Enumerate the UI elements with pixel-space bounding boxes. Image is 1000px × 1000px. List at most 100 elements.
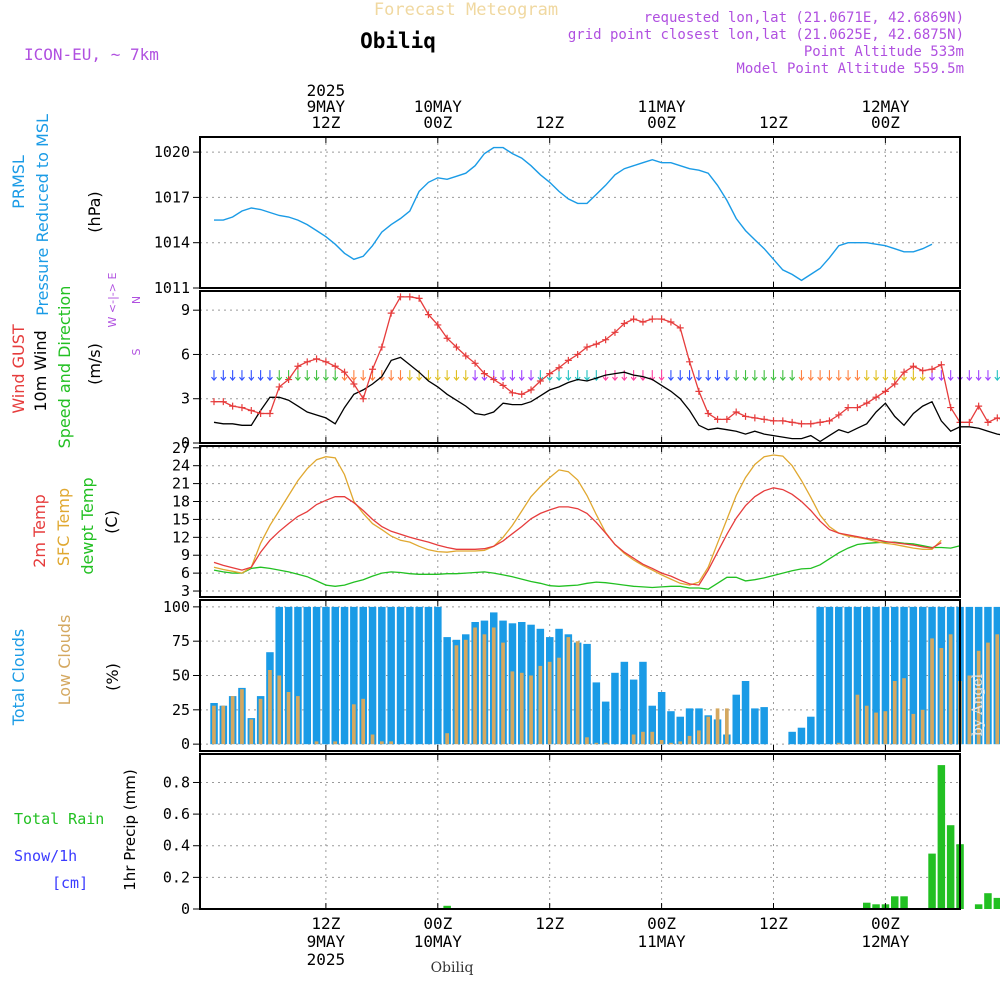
top-time-label: 00Z: [871, 113, 900, 132]
wind-gust-marker: [303, 358, 311, 366]
total-cloud-bar: [844, 606, 852, 745]
wind-gust-marker: [592, 340, 600, 348]
low-cloud-bar: [389, 741, 393, 745]
wind-gust-marker: [872, 393, 880, 401]
bottom-time-label: 9MAY: [307, 932, 346, 951]
total-rain-label: Total Rain: [14, 810, 104, 828]
bottom-time-label: 00Z: [423, 914, 452, 933]
wind-direction-arrow: [714, 376, 721, 381]
wind-gust-marker: [508, 389, 516, 397]
low-cloud-bar: [920, 709, 925, 745]
wind-gust-marker: [462, 352, 470, 360]
wind-gust-marker: [536, 377, 544, 385]
y-tick-label: 1014: [154, 234, 190, 252]
panel-background: [200, 137, 960, 288]
rain-bar: [443, 905, 451, 909]
wind-gust-marker: [816, 418, 824, 426]
wind-gust-marker: [359, 395, 367, 403]
wind-gust-marker: [788, 418, 796, 426]
wind-direction-arrow: [397, 376, 404, 381]
snow-unit: [cm]: [52, 874, 88, 892]
wind-direction-arrow: [565, 376, 572, 381]
low-cloud-bar: [864, 705, 869, 745]
wind-direction-arrow: [248, 376, 255, 381]
wind-direction-arrow: [584, 376, 590, 381]
wind-direction-arrow: [686, 376, 693, 381]
clouds-panel: 0 25 50 75 100: [163, 598, 1000, 753]
wind-direction-arrow: [294, 376, 301, 381]
low-cloud-bar: [678, 741, 683, 745]
wind-direction-arrow: [761, 376, 768, 381]
y-tick-label: 0: [181, 900, 190, 918]
total-cloud-bar: [881, 606, 890, 745]
low-clouds-label: Low Clouds: [55, 615, 74, 706]
wind-gust-marker: [247, 407, 255, 415]
surface-temp-label: SFC Temp: [54, 488, 73, 566]
low-cloud-bar: [314, 741, 319, 745]
wind-gust-marker: [648, 315, 656, 323]
wind-gust-marker: [424, 311, 432, 319]
top-time-label: 11MAY: [638, 97, 687, 116]
wind-direction-arrow: [556, 376, 562, 381]
wind-gust-marker: [919, 367, 927, 375]
bottom-time-label: 12Z: [535, 914, 564, 933]
total-cloud-bar: [434, 606, 442, 745]
wind-gust-marker: [723, 415, 731, 423]
wind-direction-arrow: [667, 376, 674, 381]
wind-direction-arrow: [677, 376, 684, 381]
wind-label: 10m Wind: [31, 330, 50, 411]
total-cloud-bar: [620, 661, 629, 745]
wind-gust-marker: [984, 418, 992, 426]
wind-direction-arrow: [341, 376, 348, 381]
wind-gust-marker: [285, 376, 293, 384]
low-cloud-bar: [463, 639, 468, 745]
wind-gust-marker: [415, 294, 423, 302]
total-cloud-bar: [592, 682, 601, 745]
wind-direction-arrow: [882, 376, 889, 381]
wind-gust-marker: [714, 415, 722, 423]
wind-direction-arrow: [444, 376, 451, 381]
total-cloud-bar: [788, 731, 796, 745]
low-cloud-bar: [286, 692, 291, 745]
total-cloud-bar: [872, 606, 880, 745]
surface-temp-line: [213, 454, 942, 586]
wind-gust-label: Wind GUST: [9, 324, 28, 414]
wind-gust-marker: [555, 364, 563, 372]
bottom-time-label: 2025: [307, 950, 346, 969]
wind-direction-arrow: [742, 376, 749, 381]
wind-direction-arrow: [481, 376, 488, 381]
wind-gust-marker: [443, 334, 451, 342]
wind-gust-marker: [452, 343, 460, 351]
wind-gust-marker: [639, 318, 647, 326]
wind-gust-marker: [387, 309, 395, 317]
total-cloud-bar: [303, 606, 311, 745]
wind-gust-marker: [928, 365, 936, 373]
wind-gust-marker: [471, 359, 479, 367]
wind-direction-arrow: [350, 376, 357, 381]
total-cloud-bar: [312, 606, 321, 745]
model-label: ICON-EU, ~ 7km: [24, 45, 159, 64]
wind-direction-arrow: [779, 376, 786, 381]
low-cloud-bar: [249, 719, 254, 745]
wind-gust-marker: [238, 404, 246, 412]
total-cloud-bar: [676, 716, 684, 745]
dewpoint-line: [213, 541, 961, 590]
compass-west-east: W <-|-> E: [106, 273, 119, 328]
low-cloud-bar: [986, 642, 990, 745]
wind-direction-arrow: [416, 376, 423, 381]
low-cloud-bar: [547, 661, 552, 745]
rain-bar: [937, 765, 946, 909]
wind-direction-arrow: [239, 376, 245, 381]
total-cloud-bar: [331, 606, 339, 745]
total-cloud-bar: [835, 606, 843, 745]
wind-direction-arrow: [854, 376, 861, 381]
wind-gust-marker: [257, 409, 265, 417]
low-cloud-bar: [277, 675, 282, 745]
low-cloud-bar: [641, 731, 645, 745]
low-cloud-bar: [715, 708, 720, 745]
y-tick-label: 0.6: [163, 805, 190, 823]
y-tick-label: 15: [172, 510, 190, 528]
wind-direction-arrow: [528, 376, 534, 381]
wind-gust-marker: [219, 398, 227, 406]
wind-gust-marker: [937, 361, 945, 369]
